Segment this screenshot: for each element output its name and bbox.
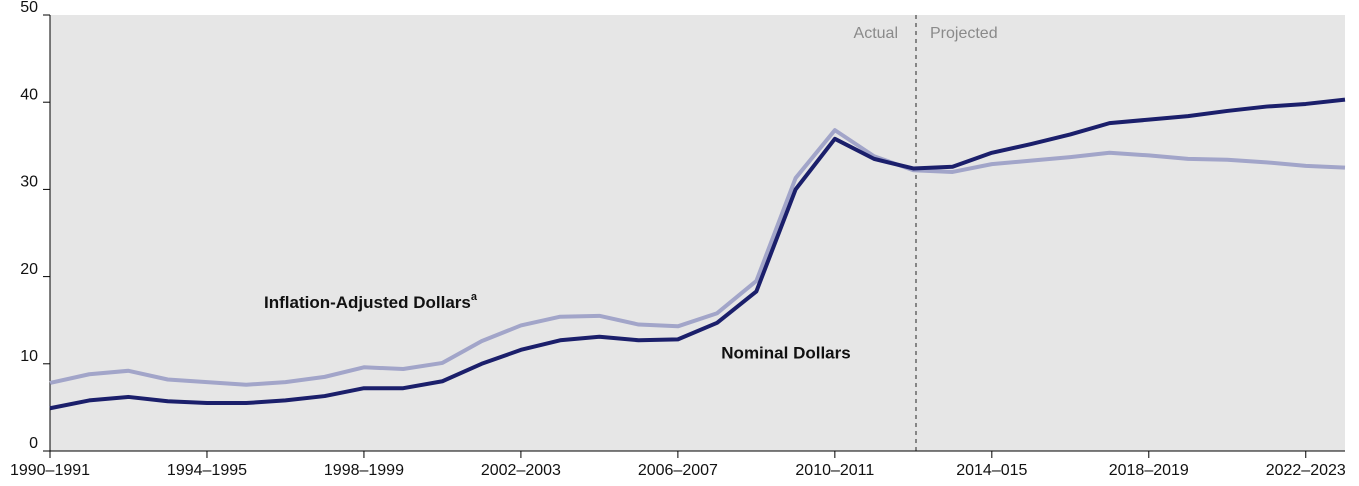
y-tick-label: 40 [20, 86, 38, 103]
y-tick-label: 20 [20, 261, 38, 278]
y-tick-label: 30 [20, 174, 38, 191]
series-line [49, 128, 1346, 387]
y-tick-label: 0 [29, 435, 38, 452]
series-label-note: a [471, 291, 478, 303]
x-tick-label: 2022–2023 [1266, 462, 1346, 479]
x-tick-label: 2002–2003 [481, 462, 561, 479]
x-tick-label: 2018–2019 [1109, 462, 1189, 479]
y-tick-label: 50 [20, 0, 38, 16]
x-tick-label: 2006–2007 [638, 462, 718, 479]
x-tick-label: 1990–1991 [10, 462, 90, 479]
series-label: Inflation-Adjusted Dollarsa [264, 291, 478, 313]
y-tick-label: 10 [20, 348, 38, 365]
x-tick-label: 2010–2011 [795, 462, 874, 479]
series-line [49, 97, 1346, 411]
x-tick-label: 1998–1999 [324, 462, 404, 479]
x-tick-label: 1994–1995 [167, 462, 247, 479]
series-label: Nominal Dollars [721, 343, 850, 362]
plot-background [50, 15, 1345, 451]
series-label-name: Inflation-Adjusted Dollars [264, 293, 471, 312]
annotation: Projected [930, 25, 998, 42]
x-tick-label: 2014–015 [956, 462, 1027, 479]
annotation: Actual [854, 25, 898, 42]
